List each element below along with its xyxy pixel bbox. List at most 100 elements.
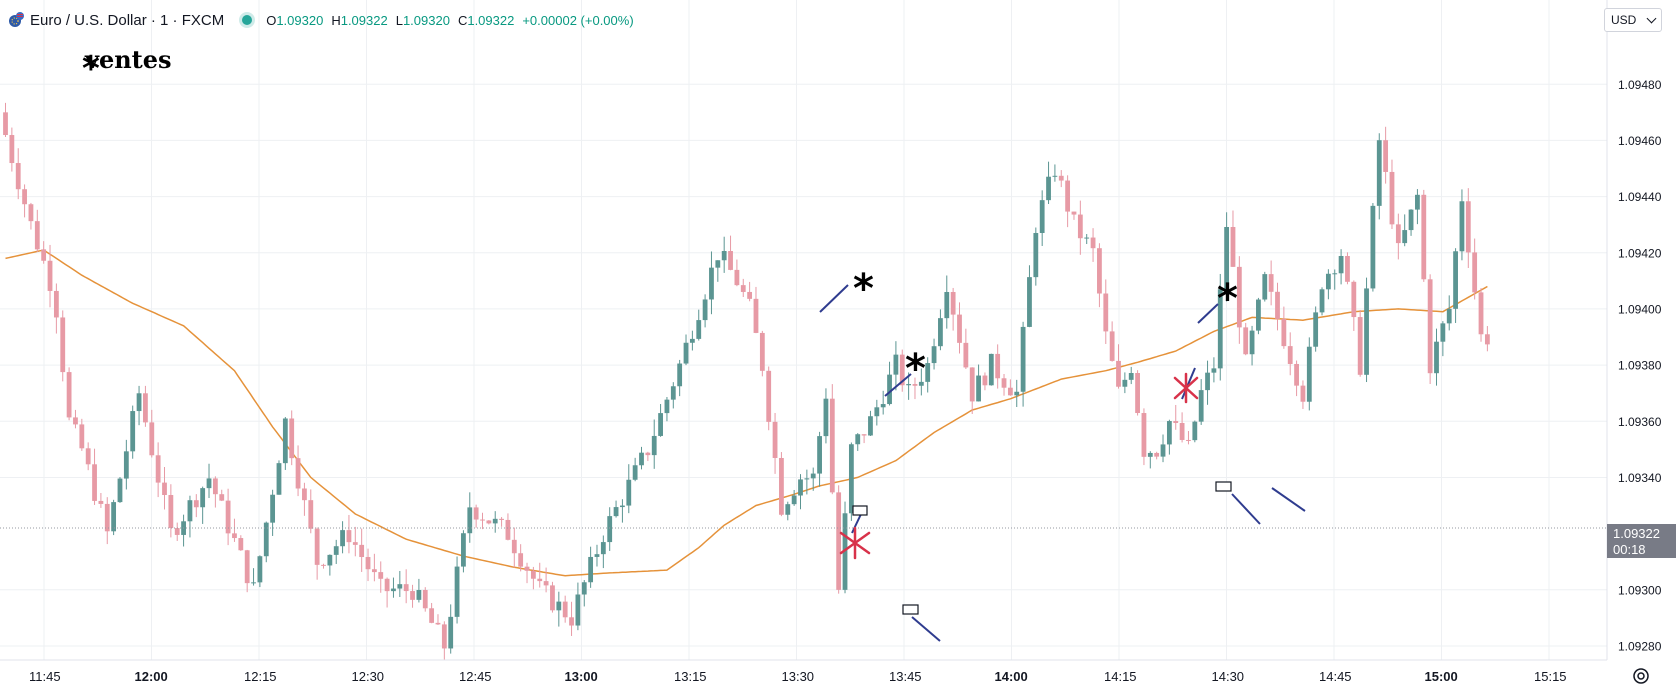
candle-body [371, 569, 377, 573]
candle-body [988, 353, 994, 386]
candle-body [670, 386, 676, 400]
candle-body [162, 482, 167, 496]
candle [957, 302, 962, 354]
candle-body [346, 530, 352, 543]
candle-body [829, 398, 835, 493]
candle [683, 334, 689, 366]
candle [715, 260, 721, 282]
candle [772, 412, 778, 474]
candle-body [28, 204, 34, 222]
last-price-value: 1.09322 [1613, 526, 1660, 541]
candle-body [15, 163, 21, 190]
candle [1135, 370, 1140, 416]
candle-body [359, 544, 365, 558]
candle [41, 241, 47, 264]
candle-body [613, 507, 619, 517]
candle [1402, 214, 1408, 247]
candle [219, 489, 225, 502]
candle-body [85, 448, 91, 465]
candle [314, 527, 320, 580]
candle [1027, 265, 1032, 328]
candle [988, 353, 994, 386]
candle [836, 485, 842, 594]
candle-body [906, 384, 912, 386]
candle-body [1262, 274, 1268, 300]
candle-body [1084, 237, 1090, 239]
candle [302, 482, 307, 516]
candle-body [810, 473, 816, 479]
candle [295, 445, 301, 497]
candle [632, 457, 638, 482]
candle-body [1275, 291, 1280, 319]
candle [868, 410, 873, 436]
trend-line [1181, 367, 1196, 400]
settings-icon[interactable] [1630, 665, 1652, 687]
candle-body [1268, 274, 1274, 292]
candle [734, 259, 740, 287]
price-tick-label: 1.09400 [1618, 302, 1662, 316]
candle-body [759, 332, 765, 371]
candle-body [969, 367, 975, 402]
candle [1313, 306, 1319, 352]
candle-body [130, 411, 136, 452]
marker-box [902, 604, 919, 615]
candle [1243, 322, 1249, 356]
candle [1383, 126, 1389, 184]
candle-body [1453, 251, 1458, 309]
candle-body [1313, 312, 1319, 347]
symbol-title[interactable]: Euro / U.S. Dollar · 1 · FXCM [30, 11, 225, 29]
candle-body [282, 418, 288, 464]
candle-body [1383, 140, 1389, 172]
currency-flag-icon[interactable] [8, 12, 24, 28]
bar-countdown: 00:18 [1613, 542, 1646, 557]
candle [333, 539, 339, 564]
candle [893, 341, 899, 391]
currency-selector[interactable]: USD [1604, 8, 1662, 32]
candle-body [1402, 230, 1408, 244]
trend-line [1271, 487, 1306, 512]
candle [702, 294, 708, 328]
candle-body [899, 354, 905, 386]
candle-body [677, 363, 683, 387]
candle-body [1230, 227, 1236, 267]
candle [1484, 326, 1490, 352]
marker-box [1215, 481, 1232, 492]
annotation-title[interactable]: ventes [85, 45, 172, 74]
candle-body [995, 353, 1001, 379]
candle-body [410, 591, 415, 600]
candle-body [791, 495, 797, 505]
candle-body [1472, 252, 1478, 293]
candle-body [607, 516, 613, 543]
candle-body [1389, 171, 1395, 225]
candle [950, 287, 956, 331]
candle-body [626, 479, 632, 506]
candle-body [575, 594, 581, 626]
user-drawings[interactable]: * * * * [82, 49, 1306, 642]
cross-marker [839, 526, 871, 560]
candle [1306, 337, 1312, 411]
trend-line [911, 616, 941, 642]
candle-body [982, 375, 988, 386]
candle-body [804, 478, 810, 480]
candle-body [79, 424, 85, 449]
time-tick-label: 13:30 [782, 669, 815, 684]
price-tick-label: 1.09380 [1618, 359, 1662, 373]
candle [1478, 288, 1484, 342]
candle [740, 278, 746, 297]
candle [473, 504, 479, 528]
price-tick-label: 1.09460 [1618, 134, 1662, 148]
candle [149, 409, 155, 458]
candle [117, 477, 123, 503]
high-label: H [331, 12, 341, 28]
candle-body [1122, 379, 1128, 387]
candle-body [47, 260, 53, 291]
candle-body [887, 374, 892, 405]
time-tick-label: 11:45 [29, 669, 61, 684]
candle-body [1020, 326, 1026, 392]
candle-body [1287, 346, 1293, 364]
candle [1205, 360, 1210, 405]
candle [1434, 328, 1439, 386]
trend-line [1197, 303, 1219, 324]
candle [1211, 357, 1217, 383]
